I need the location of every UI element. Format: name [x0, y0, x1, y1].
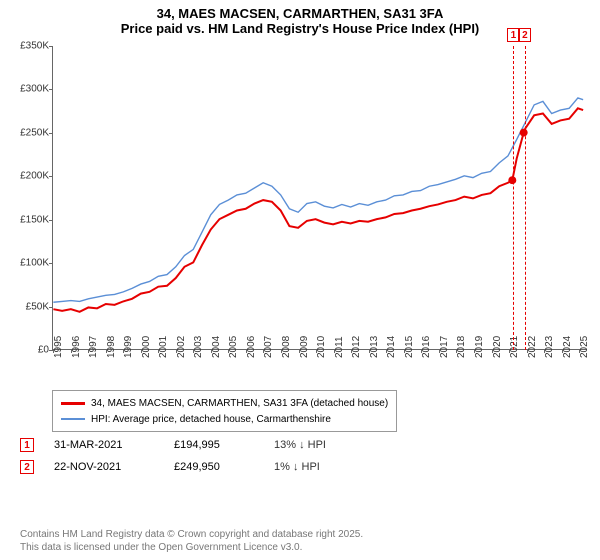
y-tick — [49, 263, 53, 264]
x-tick — [211, 349, 212, 353]
x-tick — [193, 349, 194, 353]
x-tick — [263, 349, 264, 353]
legend-label: HPI: Average price, detached house, Carm… — [91, 414, 331, 425]
x-tick — [421, 349, 422, 353]
legend-swatch — [61, 402, 85, 405]
chart-lines — [53, 46, 587, 349]
x-tick — [456, 349, 457, 353]
y-axis-label: £100K — [9, 258, 49, 269]
y-axis-label: £300K — [9, 84, 49, 95]
x-tick — [351, 349, 352, 353]
y-axis-label: £350K — [9, 41, 49, 52]
sale-num-badge: 1 — [20, 438, 34, 452]
sale-pct-vs-hpi: 13% ↓ HPI — [274, 439, 374, 451]
footer-licence: This data is licensed under the Open Gov… — [20, 541, 363, 554]
series-price_paid — [53, 108, 583, 311]
title-address: 34, MAES MACSEN, CARMARTHEN, SA31 3FA — [10, 6, 590, 21]
x-tick — [544, 349, 545, 353]
x-tick — [123, 349, 124, 353]
x-tick — [246, 349, 247, 353]
x-tick — [299, 349, 300, 353]
y-axis-label: £0 — [9, 345, 49, 356]
x-tick — [53, 349, 54, 353]
x-tick — [579, 349, 580, 353]
sale-row: 2 22-NOV-2021 £249,950 1% ↓ HPI — [20, 456, 374, 478]
y-tick — [49, 176, 53, 177]
y-tick — [49, 89, 53, 90]
x-tick — [176, 349, 177, 353]
x-tick — [404, 349, 405, 353]
y-tick — [49, 307, 53, 308]
callout-line — [525, 46, 526, 350]
sale-price: £249,950 — [174, 461, 254, 473]
legend-item: 34, MAES MACSEN, CARMARTHEN, SA31 3FA (d… — [61, 395, 388, 411]
x-tick — [369, 349, 370, 353]
legend-item: HPI: Average price, detached house, Carm… — [61, 411, 388, 427]
plot-area: £0£50K£100K£150K£200K£250K£300K£350K1995… — [52, 46, 587, 350]
sale-date: 31-MAR-2021 — [54, 439, 154, 451]
callout-box: 1 — [507, 28, 519, 42]
callout-box: 2 — [519, 28, 531, 42]
x-tick — [474, 349, 475, 353]
x-tick — [527, 349, 528, 353]
sale-price: £194,995 — [174, 439, 254, 451]
y-tick — [49, 133, 53, 134]
x-tick — [71, 349, 72, 353]
title-subtitle: Price paid vs. HM Land Registry's House … — [10, 21, 590, 36]
chart-container: £0£50K£100K£150K£200K£250K£300K£350K1995… — [8, 42, 592, 386]
y-tick — [49, 46, 53, 47]
series-hpi — [53, 98, 583, 302]
sales-table: 1 31-MAR-2021 £194,995 13% ↓ HPI 2 22-NOV-202… — [20, 434, 374, 478]
x-tick — [158, 349, 159, 353]
x-tick — [562, 349, 563, 353]
x-tick — [509, 349, 510, 353]
x-tick — [281, 349, 282, 353]
footer: Contains HM Land Registry data © Crown c… — [20, 528, 363, 554]
x-tick — [141, 349, 142, 353]
x-tick — [386, 349, 387, 353]
x-tick — [334, 349, 335, 353]
y-tick — [49, 220, 53, 221]
x-tick — [316, 349, 317, 353]
x-tick — [88, 349, 89, 353]
legend-swatch — [61, 418, 85, 420]
y-axis-label: £250K — [9, 127, 49, 138]
y-axis-label: £50K — [9, 301, 49, 312]
y-axis-label: £200K — [9, 171, 49, 182]
legend-label: 34, MAES MACSEN, CARMARTHEN, SA31 3FA (d… — [91, 398, 388, 409]
sale-pct-vs-hpi: 1% ↓ HPI — [274, 461, 374, 473]
sale-row: 1 31-MAR-2021 £194,995 13% ↓ HPI — [20, 434, 374, 456]
x-tick — [106, 349, 107, 353]
x-tick — [228, 349, 229, 353]
footer-copyright: Contains HM Land Registry data © Crown c… — [20, 528, 363, 541]
sale-marker-dot — [520, 129, 528, 137]
sale-marker-dot — [508, 176, 516, 184]
sale-num-badge: 2 — [20, 460, 34, 474]
x-tick — [439, 349, 440, 353]
y-axis-label: £150K — [9, 214, 49, 225]
x-tick — [492, 349, 493, 353]
legend: 34, MAES MACSEN, CARMARTHEN, SA31 3FA (d… — [52, 390, 397, 432]
sale-date: 22-NOV-2021 — [54, 461, 154, 473]
x-axis-label: 2025 — [579, 336, 600, 358]
callout-line — [513, 46, 514, 350]
